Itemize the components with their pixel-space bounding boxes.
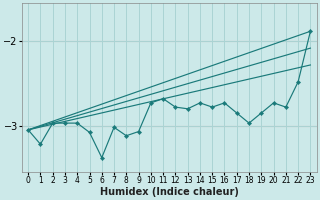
X-axis label: Humidex (Indice chaleur): Humidex (Indice chaleur) [100, 187, 239, 197]
